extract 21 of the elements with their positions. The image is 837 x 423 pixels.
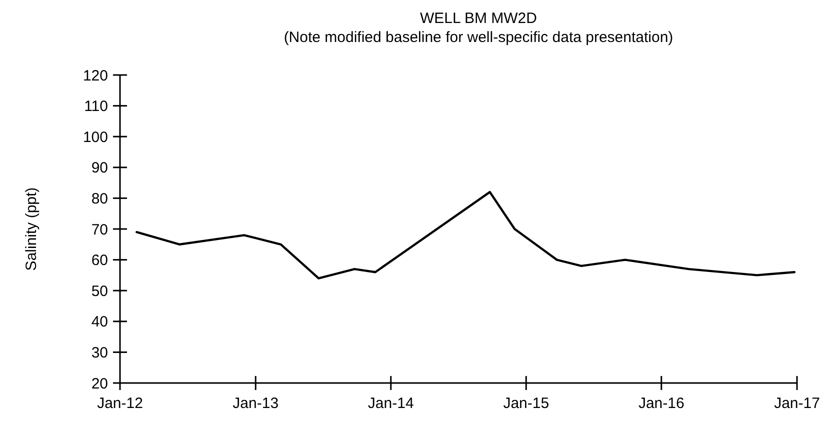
- y-tick-label: 40: [91, 314, 108, 331]
- y-tick-label: 120: [82, 67, 108, 84]
- y-axis-title: Salinity (ppt): [23, 187, 40, 271]
- x-tick-label: Jan-12: [97, 395, 143, 412]
- y-tick-label: 70: [91, 221, 108, 238]
- x-tick-label: Jan-17: [774, 395, 820, 412]
- y-tick-label: 90: [91, 160, 108, 177]
- line-series: [136, 190, 796, 280]
- y-tick-label: 50: [91, 282, 108, 300]
- chart-subtitle: (Note modified baseline for well-specific data presentation): [284, 29, 674, 46]
- y-tick-label: 100: [82, 128, 108, 146]
- x-tick-label: Jan-15: [503, 395, 550, 412]
- y-tick-label: 20: [91, 375, 108, 392]
- y-tick-label: 30: [91, 344, 108, 362]
- chart-title: WELL BM MW2D: [420, 10, 538, 27]
- x-tick-label: Jan-16: [638, 395, 684, 412]
- y-tick-label: 60: [91, 252, 108, 270]
- y-tick-label: 80: [91, 190, 108, 208]
- y-tick-label: 110: [84, 98, 108, 116]
- x-tick-label: Jan-14: [368, 395, 414, 412]
- x-tick-label: Jan-13: [232, 395, 279, 412]
